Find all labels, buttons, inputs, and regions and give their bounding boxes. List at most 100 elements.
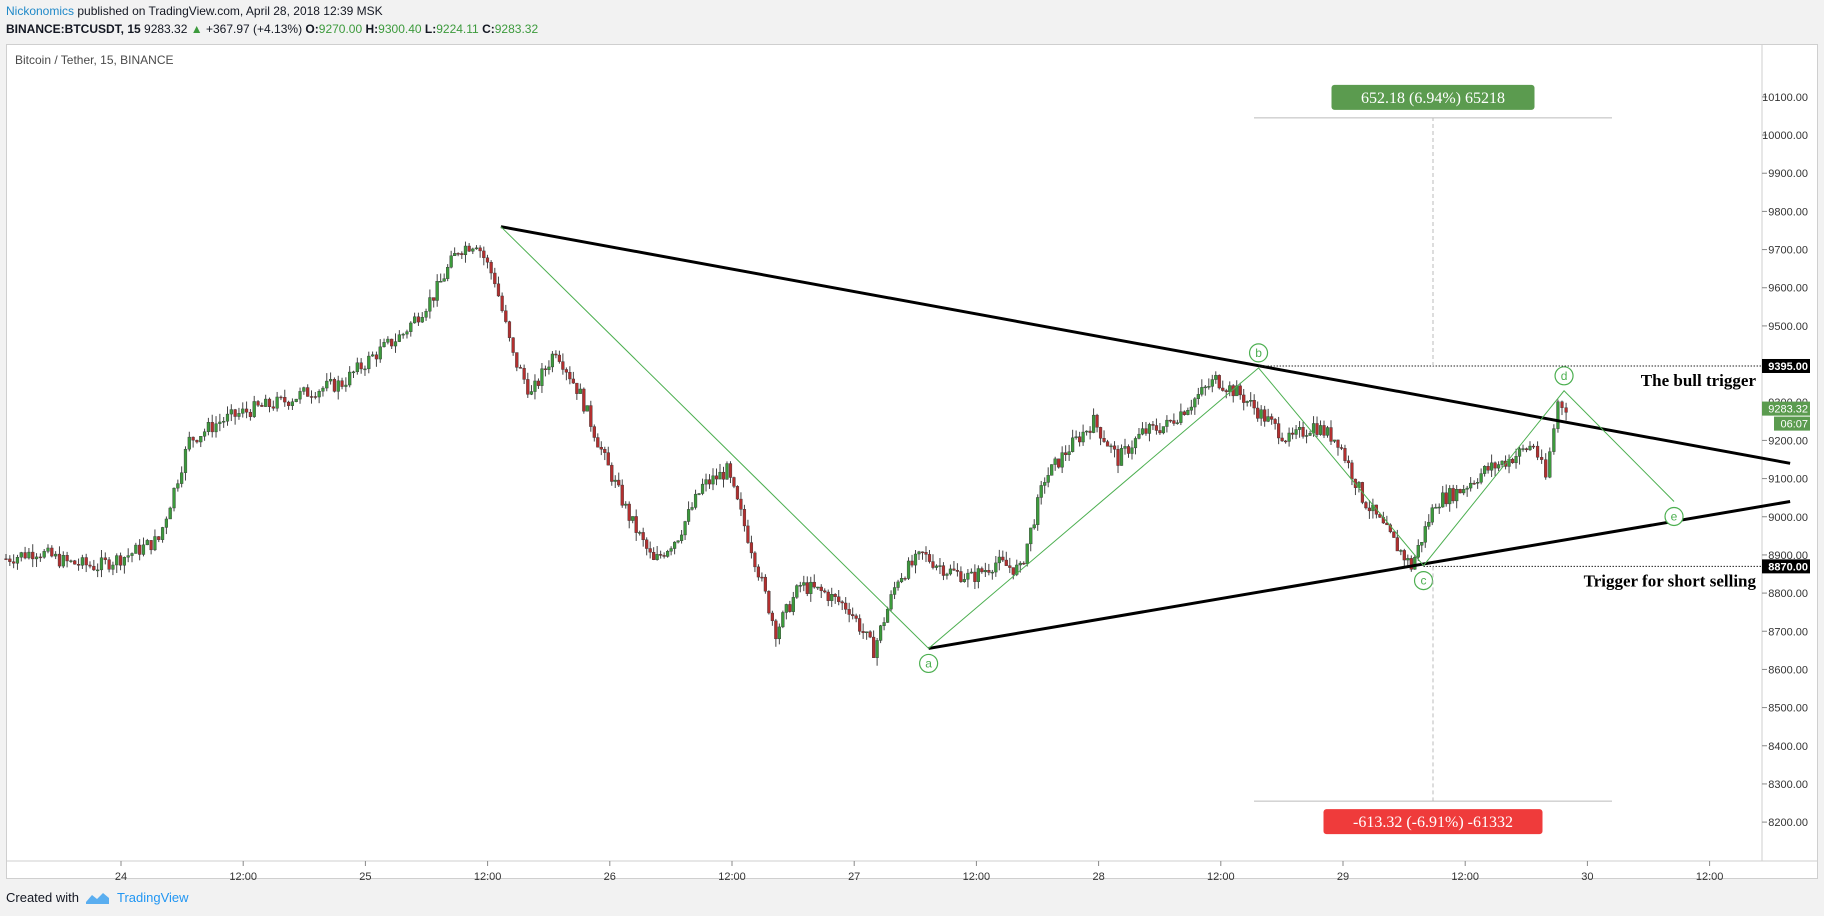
candle (1517, 446, 1522, 465)
candle-body (645, 539, 649, 549)
candle-body (1395, 537, 1399, 552)
y-tick-label: 8200.00 (1768, 817, 1808, 829)
candle (693, 489, 698, 510)
x-tick-label: 28 (1092, 871, 1104, 883)
candle (453, 247, 457, 257)
level-name: The bull trigger (1641, 371, 1757, 390)
candle (906, 557, 911, 580)
candle-body (872, 636, 876, 658)
candle (1036, 494, 1040, 531)
candle (976, 565, 980, 589)
candle (118, 552, 123, 571)
candle-body (529, 391, 534, 395)
candle-body (439, 281, 443, 283)
candle-body (1531, 445, 1536, 448)
candle-body (938, 565, 942, 567)
candle-body (1011, 567, 1015, 575)
candle-body (624, 503, 628, 506)
candle (1521, 444, 1525, 452)
candle-body (1098, 427, 1103, 439)
candle (84, 553, 88, 573)
candle-body (260, 405, 264, 407)
candle (332, 377, 337, 393)
candle-body (19, 552, 23, 558)
candle (770, 610, 774, 626)
candle (1329, 420, 1333, 445)
candle-body (138, 544, 142, 555)
candle-body (934, 565, 939, 568)
candle-body (554, 353, 558, 356)
candle (474, 245, 479, 250)
candle-body (244, 408, 249, 413)
level-price-tag (1762, 559, 1810, 574)
candle-body (522, 368, 526, 380)
candle (191, 436, 195, 448)
candle (1448, 485, 1452, 512)
candle (830, 587, 834, 607)
candle (1050, 464, 1054, 476)
candle-body (336, 380, 340, 392)
candle (294, 398, 298, 403)
candle-body (994, 562, 998, 573)
candle (927, 549, 932, 564)
candle-body (157, 536, 161, 540)
last-price: 9283.32 (144, 22, 188, 36)
candle (707, 474, 712, 489)
candle (1315, 416, 1319, 438)
candle (1462, 484, 1466, 496)
candle (851, 607, 855, 620)
tradingview-brand-link[interactable]: TradingView (116, 890, 189, 905)
candle (788, 600, 792, 613)
candle (1112, 441, 1117, 458)
candle-body (218, 421, 222, 424)
candle (1423, 521, 1427, 548)
candle-body (1556, 401, 1560, 429)
candle-body (84, 557, 88, 566)
candle-body (1046, 475, 1050, 483)
candle-body (1008, 565, 1012, 568)
candle-body (760, 576, 764, 579)
candle-body (493, 272, 497, 285)
candle-body (1270, 416, 1274, 420)
candle-body (948, 568, 953, 575)
candle-body (99, 557, 104, 571)
candle (1528, 441, 1532, 451)
close-label: C: (482, 22, 495, 36)
candle-body (1399, 550, 1403, 552)
candle-body (222, 420, 226, 423)
candle (1514, 448, 1518, 469)
candle-body (118, 555, 123, 566)
candle-body (130, 553, 134, 556)
candle (1332, 439, 1337, 443)
candle-body (1472, 482, 1476, 485)
candle-body (1514, 456, 1518, 464)
candle-body (1032, 524, 1036, 529)
candle-body (596, 437, 600, 448)
candle (638, 530, 642, 536)
candle (983, 562, 987, 578)
candle-body (1119, 448, 1124, 466)
level-price-label: 9395.00 (1768, 361, 1808, 373)
candle (1496, 461, 1501, 472)
candle (1273, 417, 1277, 430)
candle-body (1402, 550, 1406, 561)
candle (997, 549, 1001, 571)
candle-body (202, 431, 207, 437)
y-tick-label: 10000.00 (1762, 130, 1808, 142)
candle-body (763, 576, 767, 592)
candle (1322, 420, 1326, 439)
candle (885, 606, 890, 623)
level-price-label: 8870.00 (1768, 561, 1808, 573)
candle-body (1130, 447, 1134, 454)
wave-label-c: c (1421, 574, 1427, 588)
candle-body (309, 396, 314, 398)
candle-body (627, 503, 631, 521)
candle-body (57, 553, 62, 567)
author-link[interactable]: Nickonomics (6, 4, 75, 18)
candle (390, 338, 394, 349)
candle-body (1018, 562, 1022, 566)
candle-body (1053, 458, 1057, 465)
candle-body (42, 551, 46, 558)
candle-body (833, 594, 837, 597)
